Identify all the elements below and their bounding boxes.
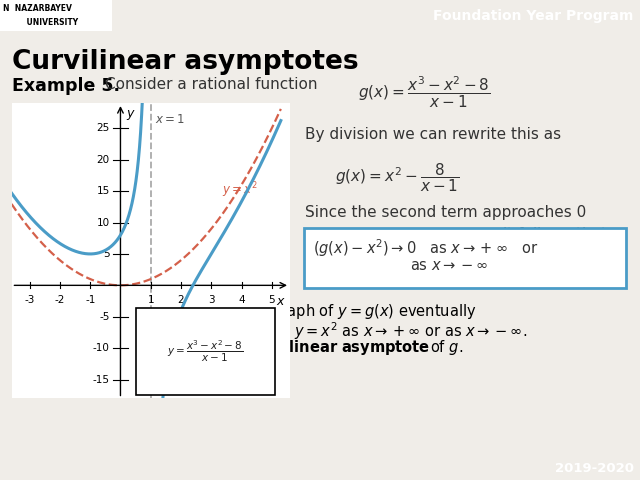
Text: Example 5.: Example 5.: [12, 77, 120, 95]
Text: $y = \dfrac{x^3 - x^2 - 8}{x - 1}$: $y = \dfrac{x^3 - x^2 - 8}{x - 1}$: [168, 339, 244, 364]
Text: N  NAZARBAYEV: N NAZARBAYEV: [3, 4, 72, 13]
Text: $y = x^2$: $y = x^2$: [222, 180, 257, 200]
Text: 25: 25: [97, 123, 110, 133]
Text: 4: 4: [238, 295, 245, 305]
Bar: [0, 0, 112, 31]
Text: as $x \rightarrow +\infty$ or as $x \rightarrow -\infty$, it follows that: as $x \rightarrow +\infty$ or as $x \rig…: [305, 225, 608, 243]
Text: 10: 10: [97, 217, 110, 228]
Text: Foundation Year Program: Foundation Year Program: [433, 9, 634, 23]
Text: $(g(x) - x^2) \rightarrow 0$   as $x \rightarrow +\infty$   or: $(g(x) - x^2) \rightarrow 0$ as $x \righ…: [313, 237, 538, 259]
Text: as $x \rightarrow -\infty$: as $x \rightarrow -\infty$: [410, 258, 488, 273]
Text: $\mathit{\bf{curvilinear\ asymptote}}$: $\mathit{\bf{curvilinear\ asymptote}}$: [248, 338, 430, 357]
Text: -1: -1: [85, 295, 95, 305]
Text: 1: 1: [147, 295, 154, 305]
Text: By division we can rewrite this as: By division we can rewrite this as: [305, 127, 561, 142]
Text: -5: -5: [99, 312, 110, 322]
Text: $y$: $y$: [126, 108, 136, 122]
Text: 2: 2: [178, 295, 184, 305]
Text: -15: -15: [93, 374, 110, 384]
Text: -2: -2: [55, 295, 65, 305]
Text: $g(x) = \dfrac{x^3 - x^2 - 8}{x - 1}$: $g(x) = \dfrac{x^3 - x^2 - 8}{x - 1}$: [358, 74, 490, 109]
Text: $g(x) = x^2 - \dfrac{8}{x - 1}$: $g(x) = x^2 - \dfrac{8}{x - 1}$: [335, 161, 460, 194]
Text: Consider a rational function: Consider a rational function: [105, 77, 317, 92]
Text: Geometrically, this means that the graph of $y = g(x)$ eventually: Geometrically, this means that the graph…: [12, 302, 477, 321]
Text: 5: 5: [268, 295, 275, 305]
Text: $x$: $x$: [276, 295, 285, 308]
Text: Since the second term approaches 0: Since the second term approaches 0: [305, 205, 586, 220]
Text: Curvilinear asymptotes: Curvilinear asymptotes: [12, 49, 358, 75]
Text: The parabola $y = x^2$ is called a: The parabola $y = x^2$ is called a: [12, 338, 235, 360]
Text: 15: 15: [97, 186, 110, 196]
Text: -3: -3: [24, 295, 35, 305]
Text: 20: 20: [97, 155, 110, 165]
Text: UNIVERSITY: UNIVERSITY: [16, 18, 78, 27]
Text: 2019-2020: 2019-2020: [555, 462, 634, 475]
Text: -10: -10: [93, 343, 110, 353]
Text: 5: 5: [103, 249, 110, 259]
Text: of $g$.: of $g$.: [430, 338, 463, 357]
Text: 3: 3: [208, 295, 214, 305]
FancyBboxPatch shape: [304, 228, 626, 288]
Text: $x = 1$: $x = 1$: [156, 113, 186, 126]
Text: gets closer and closer to the parabola $y = x^2$ as $x \rightarrow +\infty$ or a: gets closer and closer to the parabola $…: [12, 320, 527, 342]
